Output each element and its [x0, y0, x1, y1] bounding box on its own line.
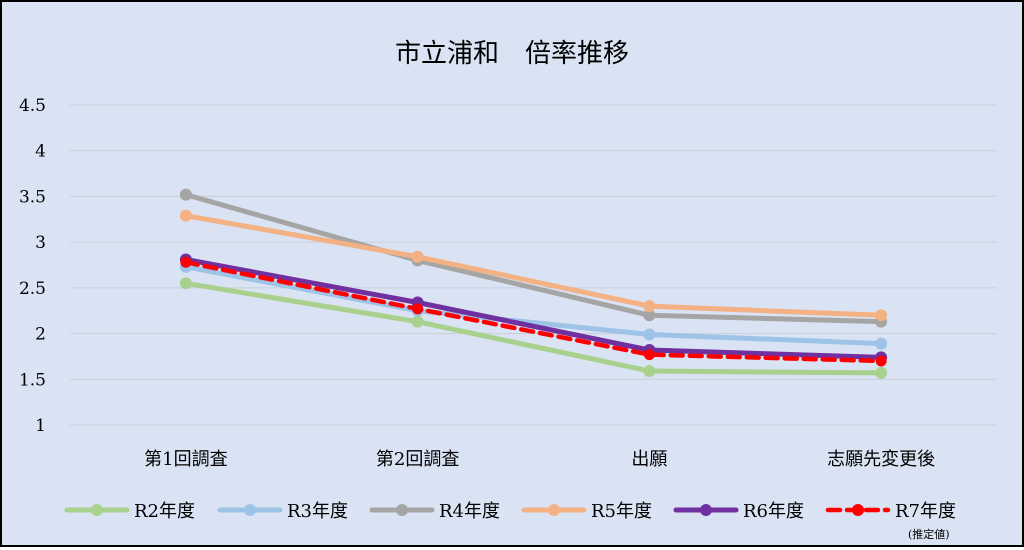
data-point — [412, 303, 424, 315]
data-point — [875, 337, 888, 350]
legend-label: R3年度 — [287, 501, 348, 522]
y-tick-label: 1.5 — [19, 370, 46, 390]
data-point — [643, 365, 656, 378]
y-tick-label: 2.5 — [19, 279, 46, 299]
legend: R2年度 R3年度 R4年度 R5年度 R6年度 R7年度 (推定値) — [64, 501, 956, 541]
data-point — [179, 277, 192, 290]
data-point — [180, 256, 192, 268]
y-tick-label: 4.5 — [19, 96, 46, 116]
data-point — [179, 209, 192, 222]
y-tick-label: 4 — [35, 142, 46, 162]
data-point — [643, 349, 655, 361]
series-line — [183, 260, 884, 364]
series-line — [183, 280, 884, 376]
legend-label: R2年度 — [134, 501, 195, 522]
legend-label: R7年度 — [895, 501, 956, 522]
y-tick-label: 3.5 — [19, 187, 46, 207]
legend-swatch-marker — [91, 504, 103, 516]
x-tick-label: 出願 — [631, 449, 667, 470]
data-point — [411, 250, 424, 263]
series-line — [183, 257, 884, 360]
legend-swatch-marker — [548, 504, 560, 516]
legend-label: R6年度 — [743, 501, 804, 522]
data-point — [179, 188, 192, 201]
series-line — [183, 264, 884, 347]
legend-label: R5年度 — [591, 501, 652, 522]
data-point — [411, 315, 424, 328]
y-axis-tick-labels: 1 1.5 2 2.5 3 3.5 4 4.5 — [19, 96, 46, 436]
y-tick-label: 1 — [35, 416, 46, 436]
legend-item: R3年度 — [217, 501, 348, 522]
data-point — [643, 300, 656, 313]
legend-item: R7年度 (推定値) — [825, 501, 956, 541]
y-tick-label: 2 — [35, 325, 46, 345]
y-tick-label: 3 — [35, 233, 46, 253]
legend-item: R6年度 — [673, 501, 804, 522]
series-R2年度 — [179, 277, 888, 379]
x-tick-label: 志願先変更後 — [827, 449, 935, 470]
data-point — [875, 309, 888, 322]
series-R7年度 — [180, 256, 887, 367]
data-point — [875, 355, 887, 367]
data-point — [643, 328, 656, 341]
x-tick-label: 第1回調査 — [144, 449, 227, 470]
series-R5年度 — [179, 209, 888, 322]
series-line — [183, 192, 884, 325]
legend-note: (推定値) — [908, 527, 950, 541]
legend-item: R2年度 — [64, 501, 195, 522]
legend-swatch-marker — [244, 504, 256, 516]
legend-item: R5年度 — [521, 501, 652, 522]
chart-title: 市立浦和 倍率推移 — [395, 39, 629, 69]
x-axis-tick-labels: 第1回調査 第2回調査 出願 志願先変更後 — [144, 449, 935, 470]
legend-swatch-marker — [396, 504, 408, 516]
x-tick-label: 第2回調査 — [376, 449, 459, 470]
series-line — [183, 213, 884, 318]
legend-label: R4年度 — [439, 501, 500, 522]
legend-swatch-marker — [700, 504, 712, 516]
data-point — [875, 366, 888, 379]
data-point — [643, 309, 656, 322]
legend-swatch-marker — [852, 504, 864, 516]
series-group — [179, 188, 888, 379]
legend-item: R4年度 — [369, 501, 500, 522]
